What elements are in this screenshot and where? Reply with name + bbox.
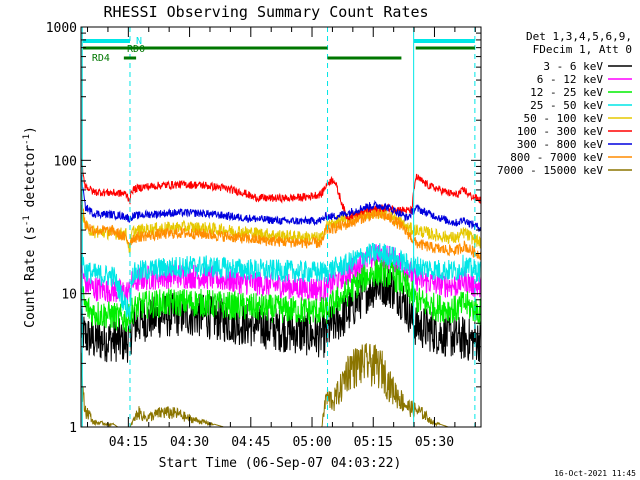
legend-header-line: FDecim 1, Att 0 [533, 43, 632, 56]
legend-label: 7000 - 15000 keV [497, 164, 603, 177]
legend-label: 100 - 300 keV [517, 125, 603, 138]
timestamp: 16-Oct-2021 11:45 [554, 469, 636, 478]
flag-label-rd0: RD0 [127, 44, 145, 55]
legend-label: 300 - 800 keV [517, 138, 603, 151]
series-line-8 [80, 189, 482, 261]
x-tick-label: 04:45 [231, 435, 270, 450]
series-line-9 [80, 342, 481, 428]
flag-label-rd4: RD4 [92, 53, 110, 64]
x-tick-label: 05:00 [292, 435, 331, 450]
plot-frame [80, 26, 482, 428]
series-line-1 [80, 264, 482, 363]
legend-label: 800 - 7000 keV [510, 151, 603, 164]
x-tick-label: 04:15 [109, 435, 148, 450]
series-line-3 [80, 258, 482, 333]
x-tick-label: 05:30 [415, 435, 454, 450]
legend-label: 12 - 25 keV [530, 86, 603, 99]
legend-label: 6 - 12 keV [537, 73, 604, 86]
chart-title: RHESSI Observing Summary Count Rates [103, 3, 428, 21]
y-tick-label: 10 [61, 288, 77, 303]
series-line-4 [80, 242, 482, 321]
legend-label: 3 - 6 keV [543, 60, 603, 73]
legend-label: 50 - 100 keV [524, 112, 604, 125]
flag-label-n: N [136, 36, 142, 47]
series-line-7 [80, 173, 482, 233]
y-axis-label: Count Rate (s-1 detector-1) [22, 126, 38, 328]
x-axis-label: Start Time (06-Sep-07 04:03:22) [159, 456, 402, 471]
y-tick-label: 1 [69, 421, 77, 436]
y-tick-label: 1000 [46, 21, 77, 36]
legend-label: 25 - 50 keV [530, 99, 603, 112]
series-line-6 [80, 157, 482, 222]
x-tick-label: 04:30 [170, 435, 209, 450]
x-tick-label: 05:15 [354, 435, 393, 450]
legend-header-line: Det 1,3,4,5,6,9, [526, 30, 632, 43]
series-line-5 [80, 205, 482, 256]
y-tick-label: 100 [54, 154, 77, 169]
